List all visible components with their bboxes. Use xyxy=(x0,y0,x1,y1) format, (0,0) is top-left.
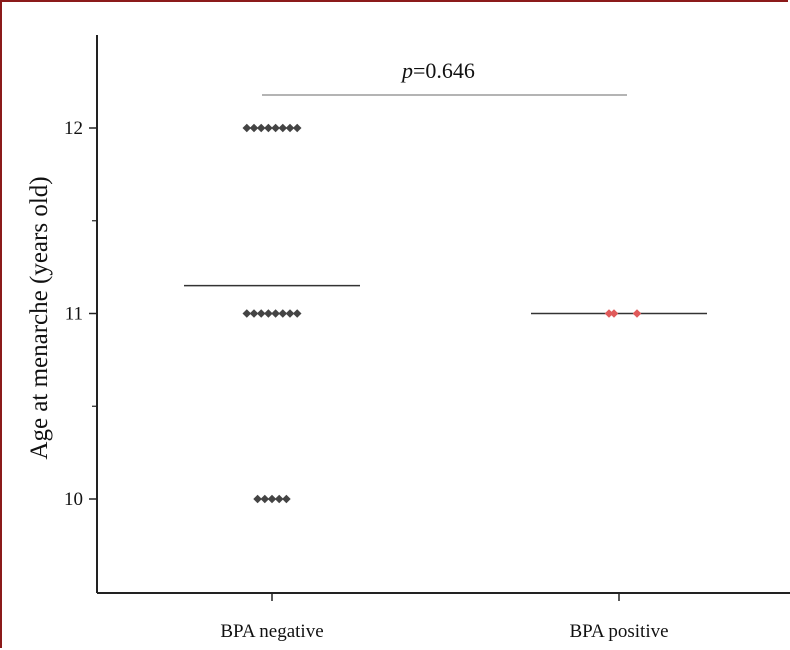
p-value-annotation: p=0.646 xyxy=(400,58,475,83)
data-point xyxy=(242,123,252,133)
data-point xyxy=(285,309,295,318)
x-ticks: BPA negative BPA positive xyxy=(220,593,669,642)
data-points xyxy=(242,123,642,504)
p-value: =0.646 xyxy=(413,58,475,83)
y-axis-label: Age at menarche (years old) xyxy=(26,176,53,459)
data-point xyxy=(278,123,288,133)
data-point xyxy=(267,494,277,504)
data-point xyxy=(271,123,280,133)
data-point xyxy=(632,309,642,318)
data-point xyxy=(264,123,273,133)
y-tick-label: 11 xyxy=(65,304,83,325)
data-point xyxy=(285,123,295,133)
data-point xyxy=(278,309,288,318)
y-ticks: 10 11 12 xyxy=(64,118,97,510)
data-point xyxy=(604,309,614,318)
data-point xyxy=(271,309,280,318)
data-point xyxy=(256,123,266,133)
data-point xyxy=(249,309,259,318)
x-tick-label: BPA positive xyxy=(569,621,668,642)
p-symbol: p xyxy=(400,58,413,83)
y-tick-label: 12 xyxy=(64,118,83,139)
data-point xyxy=(292,309,302,318)
data-point xyxy=(242,309,252,318)
data-point xyxy=(282,494,291,504)
y-tick-label: 10 xyxy=(64,489,83,510)
data-point xyxy=(274,494,284,504)
x-tick-label: BPA negative xyxy=(220,621,323,642)
data-point xyxy=(249,123,259,133)
data-point xyxy=(609,309,619,318)
data-point xyxy=(292,123,302,133)
data-point xyxy=(253,494,262,504)
mean-lines xyxy=(184,284,707,315)
data-point xyxy=(260,494,270,504)
data-point xyxy=(256,309,266,318)
data-point xyxy=(264,309,273,318)
